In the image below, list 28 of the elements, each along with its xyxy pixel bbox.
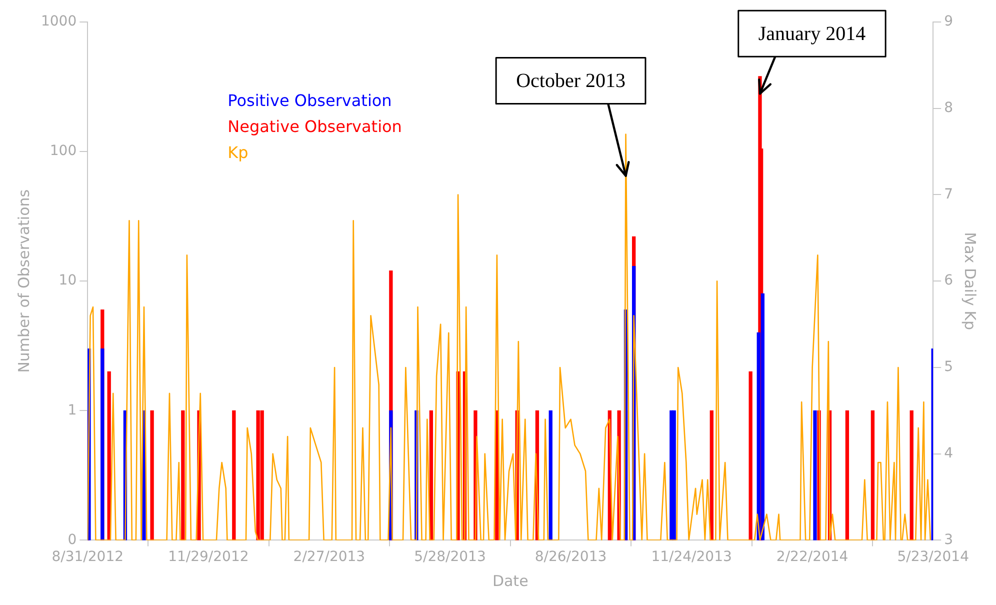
y2-tick-label: 8 [944,100,954,116]
y2-tick-label: 9 [944,14,954,30]
text: Kp [228,143,248,162]
y-tick-label: 10 [58,272,77,289]
text: Positive Observation [228,91,392,110]
y2-tick-label: 4 [944,445,954,462]
y2-tick-label: 5 [944,359,954,376]
x-tick-label: 5/23/2014 [897,549,970,566]
x-tick-label: 11/29/2012 [168,549,249,566]
y2-tick-label: 6 [944,272,954,289]
y2-tick-label: 3 [944,532,954,548]
y-tick-label: 1000 [40,14,77,30]
x-axis-title: Date [492,572,528,590]
x-tick-label: 8/31/2012 [52,549,124,566]
y2-tick-label: 7 [944,186,954,202]
x-tick-label: 11/24/2013 [651,549,732,566]
y-axis-title: Number of Observations [14,189,33,373]
y-tick-label: 1 [68,402,77,418]
x-tick-label: 5/28/2013 [414,549,486,566]
y-tick-label: 100 [50,143,77,160]
annotation: October 2013 [516,70,626,92]
x-tick-label: 2/22/2014 [776,549,848,566]
x-tick-label: 2/27/2013 [293,549,366,566]
x-tick-label: 8/26/2013 [534,549,607,566]
y2-axis-title: Max Daily Kp [961,232,980,330]
annotation: January 2014 [758,22,866,45]
text: Negative Observation [228,117,402,136]
y-tick-label: 0 [68,532,77,548]
